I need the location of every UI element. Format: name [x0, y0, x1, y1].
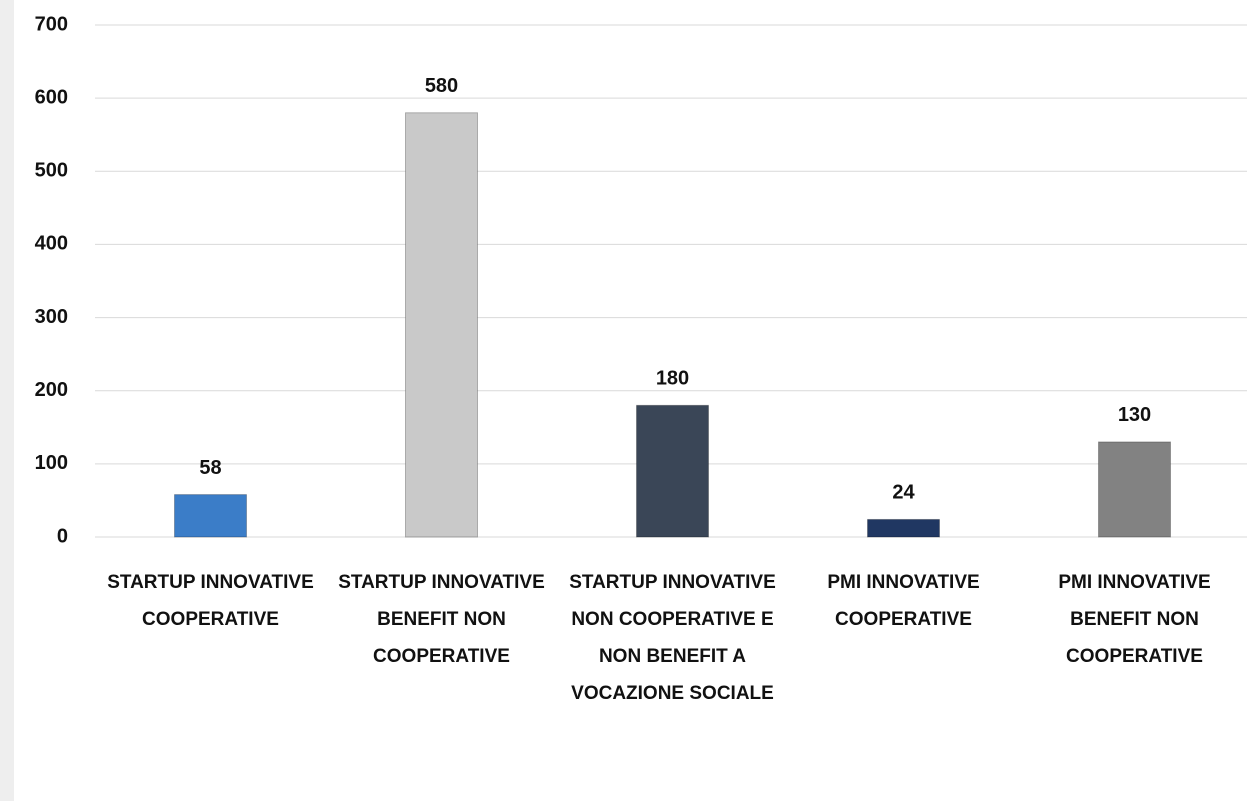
value-label: 580 [425, 75, 458, 97]
value-label: 180 [656, 368, 689, 390]
x-tick-label: PMI INNOVATIVE BENEFIT NON COOPERATIVE [1058, 572, 1211, 667]
y-tick-label: 400 [35, 233, 68, 255]
x-tick-label-box: STARTUP INNOVATIVE BENEFIT NON COOPERATI… [338, 572, 545, 667]
bar [1098, 441, 1171, 538]
value-label: 24 [892, 482, 915, 504]
bar [174, 494, 247, 538]
left-strip [0, 0, 14, 801]
bar [405, 112, 478, 538]
bar [636, 404, 709, 538]
x-tick-label: STARTUP INNOVATIVE BENEFIT NON COOPERATI… [338, 572, 545, 667]
y-tick-label: 700 [35, 13, 68, 35]
y-tick-label: 0 [57, 525, 68, 547]
y-tick-label: 200 [35, 379, 68, 401]
x-tick-label-box: PMI INNOVATIVE COOPERATIVE [827, 572, 980, 630]
x-tick-label: STARTUP INNOVATIVE COOPERATIVE [107, 572, 314, 630]
x-tick-label: STARTUP INNOVATIVE NON COOPERATIVE E NON… [569, 572, 776, 704]
x-tick-label-box: STARTUP INNOVATIVE NON COOPERATIVE E NON… [569, 572, 776, 704]
y-tick-label: 300 [35, 306, 68, 328]
value-label: 130 [1118, 404, 1151, 426]
x-tick-label-box: STARTUP INNOVATIVE COOPERATIVE [107, 572, 314, 630]
y-tick-label: 600 [35, 86, 68, 108]
y-tick-label: 100 [35, 452, 68, 474]
x-tick-label: PMI INNOVATIVE COOPERATIVE [827, 572, 980, 630]
y-tick-label: 500 [35, 160, 68, 182]
bar [867, 518, 940, 538]
x-tick-label-box: PMI INNOVATIVE BENEFIT NON COOPERATIVE [1058, 572, 1211, 667]
value-label: 58 [199, 457, 221, 479]
